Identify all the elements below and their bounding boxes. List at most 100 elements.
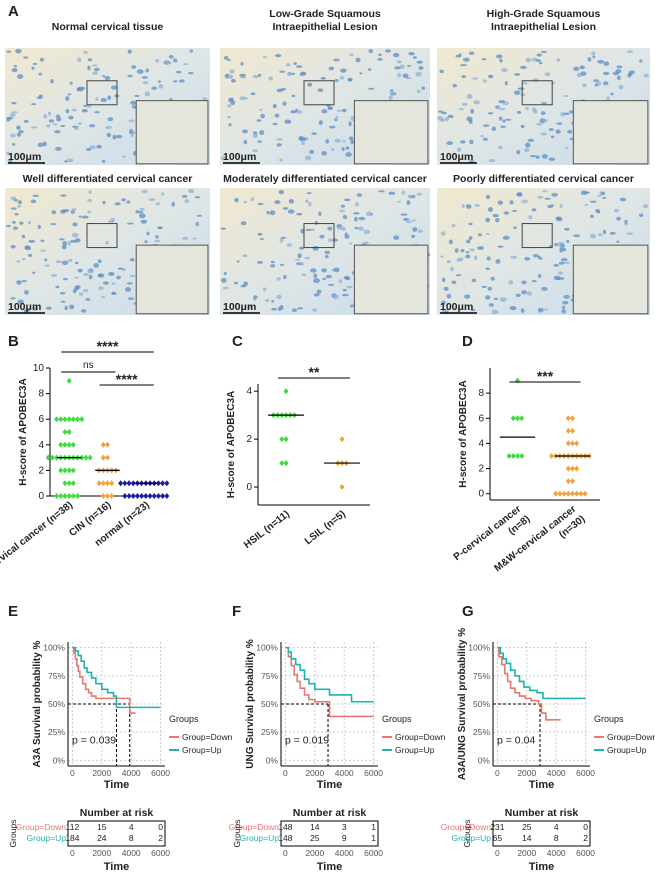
dot [62,480,68,487]
cell-nucleus [125,287,132,292]
survival-curve [497,646,586,700]
cell-nucleus [514,72,521,76]
cell-nucleus [412,56,417,59]
dot [515,453,520,459]
cell-nucleus [535,155,540,159]
cell-nucleus [270,260,275,264]
cell-nucleus [239,96,247,101]
cell-nucleus [136,69,144,74]
cell-nucleus [32,194,39,197]
cell-nucleus [563,94,569,98]
y-tick-label: 25% [48,727,65,737]
cell-nucleus [182,236,189,241]
cell-nucleus [517,87,525,90]
cell-nucleus [135,209,139,214]
cell-nucleus [27,253,33,257]
cell-nucleus [526,291,532,296]
cell-nucleus [516,150,521,155]
cell-nucleus [511,209,518,212]
cell-nucleus [402,73,409,78]
cell-nucleus [23,56,29,59]
cell-nucleus [97,274,103,277]
dot [339,436,345,443]
cell-nucleus [321,151,328,156]
cell-nucleus [274,200,281,205]
cell-nucleus [183,63,189,66]
cell-nucleus [157,80,161,83]
x-tick-label: 0 [495,848,500,858]
y-tick-label: 6 [38,414,44,425]
cell-nucleus [559,247,563,253]
cell-nucleus [405,220,413,224]
cell-nucleus [61,260,69,266]
dot [561,490,567,497]
dot [283,436,289,443]
cell-nucleus [325,138,330,144]
risk-y-label: Groups [8,820,18,848]
cell-nucleus [591,51,596,56]
y-tick-label: 0 [246,482,252,493]
cell-nucleus [223,271,227,276]
cell-nucleus [459,140,466,144]
cell-nucleus [515,293,521,297]
cell-nucleus [480,134,484,138]
cell-nucleus [385,49,392,53]
cell-nucleus [233,281,239,285]
cell-nucleus [348,121,352,127]
cell-nucleus [401,190,406,195]
cell-nucleus [342,139,347,143]
significance-label: *** [537,368,554,384]
cell-nucleus [562,301,569,305]
cell-nucleus [305,228,312,232]
x-tick-label: 2000 [517,768,536,778]
cell-nucleus [228,74,234,79]
cell-nucleus [78,292,84,296]
cell-nucleus [513,226,517,230]
cell-nucleus [252,149,259,153]
dot [62,493,68,499]
dot [570,478,575,485]
p-value: p = 0.039 [72,734,116,746]
cell-nucleus [350,139,354,145]
cell-nucleus [505,118,512,121]
cell-nucleus [561,309,566,314]
risk-count: 231 [490,822,504,832]
cell-nucleus [547,204,554,209]
dot [578,490,584,497]
cell-nucleus [443,286,449,291]
risk-count: 25 [522,822,532,832]
cell-nucleus [466,94,473,99]
cell-nucleus [23,309,30,313]
risk-table-title: Number at risk [505,807,579,819]
cell-nucleus [496,54,503,59]
cell-nucleus [31,66,35,70]
cell-nucleus [60,194,67,197]
y-tick-label: 75% [261,671,278,681]
y-tick-label: 4 [478,438,484,449]
cell-nucleus [11,101,17,105]
cell-nucleus [19,221,24,225]
risk-y-label: Groups [232,820,242,848]
cell-nucleus [564,227,570,231]
cell-nucleus [272,104,277,109]
cell-nucleus [47,111,52,116]
cell-nucleus [309,149,315,155]
cell-nucleus [358,226,364,231]
cell-nucleus [415,71,422,77]
cell-nucleus [322,277,327,280]
cell-nucleus [638,213,644,217]
cell-nucleus [358,216,366,221]
y-axis-label: H-score of APOBEC3A [458,380,469,487]
cell-nucleus [148,198,156,202]
risk-table-frame [492,820,591,847]
cell-nucleus [243,139,248,145]
cell-nucleus [321,109,328,114]
cell-nucleus [137,210,144,214]
cell-nucleus [11,220,16,224]
cell-nucleus [565,239,570,243]
cell-nucleus [31,103,37,106]
cell-nucleus [597,233,603,237]
cell-nucleus [140,219,148,224]
cell-nucleus [11,111,19,114]
image-title: Intraepithelial Lesion [491,21,596,33]
